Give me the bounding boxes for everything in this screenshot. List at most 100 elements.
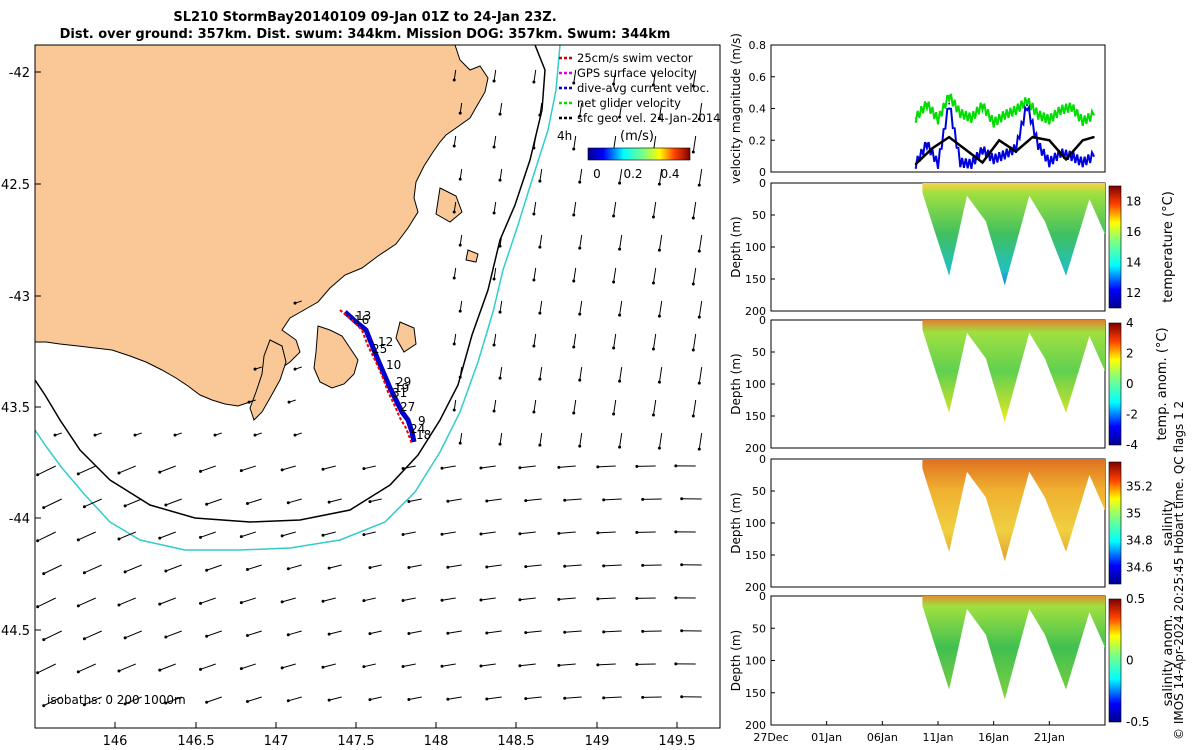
current-arrow xyxy=(43,564,62,575)
current-arrowhead xyxy=(164,635,168,639)
current-arrowhead xyxy=(452,210,456,214)
legend-label: 25cm/s swim vector xyxy=(577,51,693,65)
colorbar-tick-label: 16 xyxy=(1126,225,1141,239)
current-arrow xyxy=(579,432,583,447)
track-day-label: 19 xyxy=(394,381,409,395)
current-arrow xyxy=(603,630,622,633)
velocity-series-line xyxy=(914,135,1095,166)
current-arrow xyxy=(486,696,502,700)
current-arrow xyxy=(43,498,62,509)
current-arrow xyxy=(658,300,663,317)
current-arrow xyxy=(499,300,503,313)
current-arrow xyxy=(43,630,62,641)
track-day-label: 9 xyxy=(418,414,426,428)
time-series-panels: 0 0.2 0.4 0.6 0.8 velocity magnitude (m/s) 0 50… xyxy=(729,33,1176,744)
current-arrowhead xyxy=(691,414,695,418)
current-arrow xyxy=(692,135,697,153)
current-arrowhead xyxy=(42,572,46,576)
chart-title-line1: SL210 StormBay20140109 09-Jan 01Z to 24-… xyxy=(173,10,557,25)
current-arrowhead xyxy=(286,567,290,571)
current-arrowhead xyxy=(657,248,661,252)
current-arrowhead xyxy=(674,464,678,468)
current-arrow xyxy=(165,630,182,638)
land-bruny xyxy=(249,339,287,421)
current-arrow xyxy=(573,135,577,150)
current-arrow xyxy=(539,300,543,314)
current-arrowhead xyxy=(479,532,483,536)
current-arrowhead xyxy=(498,376,502,380)
current-arrow xyxy=(282,597,296,603)
current-arrowhead xyxy=(76,670,80,674)
current-arrow xyxy=(459,234,463,246)
current-arrow xyxy=(84,696,102,706)
current-arrowhead xyxy=(239,469,243,473)
glider-track xyxy=(343,310,417,443)
velocity-series-line xyxy=(914,93,1095,128)
current-arrow xyxy=(288,498,302,504)
current-arrowhead xyxy=(618,247,622,251)
current-arrowhead xyxy=(538,311,542,315)
colorbar-tick-label: 0.5 xyxy=(1126,592,1145,606)
current-arrow xyxy=(165,498,182,506)
section-field xyxy=(922,596,1105,700)
current-arrowhead xyxy=(697,117,701,121)
colorbar-tick-label: -0.5 xyxy=(1126,715,1149,729)
current-arrow xyxy=(539,168,543,182)
current-arrowhead xyxy=(293,367,297,371)
current-arrow xyxy=(247,498,262,504)
current-arrowhead xyxy=(286,633,290,637)
current-arrowhead xyxy=(532,146,536,150)
current-arrow xyxy=(165,696,182,704)
velocity-point xyxy=(981,104,984,107)
current-arrow xyxy=(579,366,583,381)
current-arrowhead xyxy=(199,469,203,473)
current-arrow xyxy=(402,531,416,535)
current-arrowhead xyxy=(492,145,496,149)
velocity-point xyxy=(931,147,934,150)
current-arrow xyxy=(698,234,703,252)
current-arrow xyxy=(402,663,416,667)
current-arrow xyxy=(200,531,216,538)
current-arrowhead xyxy=(691,216,695,220)
current-arrowhead xyxy=(36,539,40,543)
current-arrow xyxy=(658,234,663,251)
current-arrow xyxy=(525,630,542,634)
current-arrowhead xyxy=(205,700,209,704)
current-arrow xyxy=(459,432,463,444)
current-arrowhead xyxy=(680,497,684,501)
current-arrowhead xyxy=(657,314,661,318)
map-ytick-label: 43.5 xyxy=(1,401,30,416)
current-arrowhead xyxy=(36,605,40,609)
current-arrow xyxy=(453,399,457,411)
current-arrowhead xyxy=(612,412,616,416)
date-tick-label: 16Jan xyxy=(978,731,1009,744)
current-vector-field xyxy=(36,69,703,708)
section-ytick-label: 0 xyxy=(759,177,766,190)
velocity-point xyxy=(948,102,951,105)
current-arrowhead xyxy=(492,211,496,215)
section-ylabel: Depth (m) xyxy=(729,216,743,277)
current-arrowhead xyxy=(524,499,528,503)
current-arrow xyxy=(37,663,56,674)
current-arrow xyxy=(579,300,583,315)
current-arrow xyxy=(519,531,536,535)
current-arrowhead xyxy=(164,569,168,573)
current-arrow xyxy=(408,696,422,700)
legend-label: net glider velocity xyxy=(577,96,681,110)
current-arrow xyxy=(539,366,543,380)
velocity-point xyxy=(964,148,967,151)
section-ytick-label: 0 xyxy=(759,453,766,466)
current-arrow xyxy=(282,465,296,471)
current-arrow xyxy=(564,696,582,699)
current-arrowhead xyxy=(253,367,257,371)
current-arrowhead xyxy=(618,313,622,317)
current-arrowhead xyxy=(93,433,97,437)
current-arrow xyxy=(78,465,96,475)
track-day-label: 24 xyxy=(410,422,425,436)
current-arrowhead xyxy=(133,433,137,437)
current-arrowhead xyxy=(280,534,284,538)
map-xtick-label: 148 xyxy=(424,734,449,749)
current-arrowhead xyxy=(452,144,456,148)
track-day-label: 13 xyxy=(356,309,371,323)
